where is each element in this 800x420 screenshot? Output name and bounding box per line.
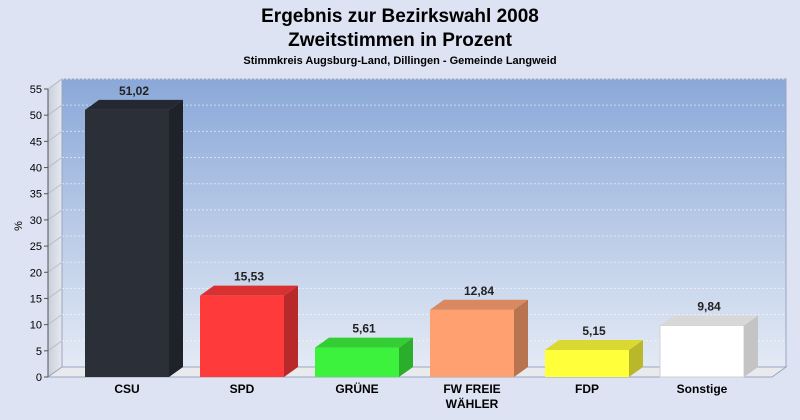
x-axis: CSU SPD GRÜNE FW FREIE WÄHLER FDP Sonstige xyxy=(114,381,727,411)
y-tick-label: 25 xyxy=(30,241,42,253)
gridline-side xyxy=(47,340,63,352)
data-label: 51,02 xyxy=(119,84,149,98)
y-tick-label: 15 xyxy=(30,293,42,305)
gridline-side xyxy=(47,314,63,326)
y-tick-label: 45 xyxy=(30,136,42,148)
bar-top xyxy=(315,337,413,348)
bar-side xyxy=(629,340,643,377)
bar-spd: 15,53 xyxy=(200,270,298,377)
bar-side xyxy=(514,299,528,377)
gridline-side xyxy=(47,261,63,273)
bar-top xyxy=(430,299,528,310)
gridline-side xyxy=(47,288,63,299)
bar-side xyxy=(744,315,758,377)
x-tick-label: GRÜNE xyxy=(335,381,378,396)
bar-sonstige: 9,84 xyxy=(659,299,758,378)
y-tick-label: 40 xyxy=(30,163,42,175)
bar-top xyxy=(660,315,758,326)
bar-fdp: 5,15 xyxy=(545,324,643,377)
data-label: 12,84 xyxy=(464,284,494,298)
gridline-side xyxy=(47,157,63,168)
bar-front xyxy=(315,347,399,377)
y-tick-label: 30 xyxy=(30,215,42,227)
data-label: 5,15 xyxy=(582,324,606,338)
gridline-side xyxy=(47,235,63,247)
data-label: 5,61 xyxy=(352,322,376,336)
gridline-side xyxy=(47,183,63,195)
bar-front xyxy=(430,309,514,377)
chart-subtitle: Stimmkreis Augsburg-Land, Dillingen - Ge… xyxy=(243,55,556,67)
gridline-side xyxy=(47,104,63,116)
x-tick-label: CSU xyxy=(114,382,139,396)
bar-grüne: 5,61 xyxy=(315,322,413,377)
data-label: 9,84 xyxy=(697,299,721,313)
y-tick-label: 55 xyxy=(30,84,42,96)
y-axis-label: % xyxy=(13,221,25,231)
bar-fw-freie-wähler: 12,84 xyxy=(430,284,528,377)
plot-left-wall xyxy=(47,78,63,378)
x-tick-label: Sonstige xyxy=(677,382,728,396)
chart-title: Ergebnis zur Bezirkswahl 2008 xyxy=(261,6,539,27)
bar-side xyxy=(284,285,298,377)
y-tick-label: 20 xyxy=(30,267,42,279)
bar-side xyxy=(169,99,183,377)
y-tick-label: 5 xyxy=(36,346,42,358)
x-tick-label: FW FREIE WÄHLER xyxy=(443,382,500,411)
bar-top xyxy=(85,99,183,110)
x-tick-label: FDP xyxy=(575,382,599,396)
y-tick-label: 35 xyxy=(30,189,42,201)
y-tick-label: 0 xyxy=(36,372,42,384)
bar-front xyxy=(85,109,169,377)
gridline-side xyxy=(47,130,63,142)
bars: 51,02 15,53 5,61 12,84 5,15 9,84 xyxy=(85,84,758,378)
gridline-side xyxy=(47,209,63,221)
bar-csu: 51,02 xyxy=(85,84,183,377)
bar-front xyxy=(545,350,629,377)
gridline-side xyxy=(47,78,63,90)
x-tick-label: SPD xyxy=(230,382,255,396)
chart-title-line2: Zweitstimmen in Prozent xyxy=(288,30,512,51)
y-tick-label: 50 xyxy=(30,110,42,122)
y-tick-label: 10 xyxy=(30,320,42,332)
bar-top xyxy=(200,285,298,296)
data-label: 15,53 xyxy=(234,270,264,284)
bar-top xyxy=(545,340,643,351)
bar-side xyxy=(399,337,413,377)
bar-front xyxy=(200,295,284,377)
bar-front xyxy=(659,324,745,378)
y-axis: 0 5 10 15 20 25 30 35 40 45 50 55 xyxy=(30,84,49,384)
